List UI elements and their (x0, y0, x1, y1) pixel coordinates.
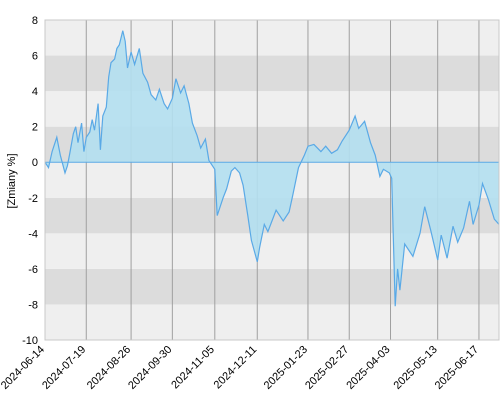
y-tick-label: -4 (28, 228, 38, 240)
x-tick-label: 2024-07-19 (40, 344, 88, 392)
y-tick-label: -8 (28, 299, 38, 311)
y-tick-label: 6 (32, 51, 38, 63)
y-axis-tick-labels: -10 -8 -6 -4 -2 0 2 4 6 8 (22, 15, 38, 347)
y-tick-label: 8 (32, 15, 38, 27)
y-tick-label: 0 (32, 157, 38, 169)
x-tick-label: 2024-11-05 (169, 344, 217, 392)
background-band (45, 304, 499, 340)
x-tick-label: 2025-02-27 (303, 344, 351, 392)
y-tick-label: 4 (32, 86, 38, 98)
background-band (45, 233, 499, 269)
plot-border (44, 19, 500, 341)
y-tick-label: -2 (28, 193, 38, 205)
x-tick-label: 2025-01-23 (262, 344, 310, 392)
y-tick-label: 2 (32, 122, 38, 134)
x-tick-label: 2024-08-26 (85, 344, 133, 392)
series-line (44, 30, 500, 307)
y-tick-label: -10 (22, 335, 38, 347)
y-axis-label: [Zmiany %] (6, 153, 18, 208)
x-axis-tick-labels: 2024-06-142024-07-192024-08-262024-09-30… (0, 344, 481, 392)
x-tick-label: 2024-12-11 (212, 344, 260, 392)
x-tick-label: 2024-09-30 (126, 344, 174, 392)
x-tick-label: 2025-05-13 (392, 344, 440, 392)
x-tick-label: 2025-04-03 (344, 344, 392, 392)
background-band (45, 20, 499, 56)
y-tick-label: -6 (28, 264, 38, 276)
background-band (45, 268, 499, 305)
series-area-fill (45, 30, 499, 307)
x-tick-label: 2025-06-17 (433, 344, 481, 392)
